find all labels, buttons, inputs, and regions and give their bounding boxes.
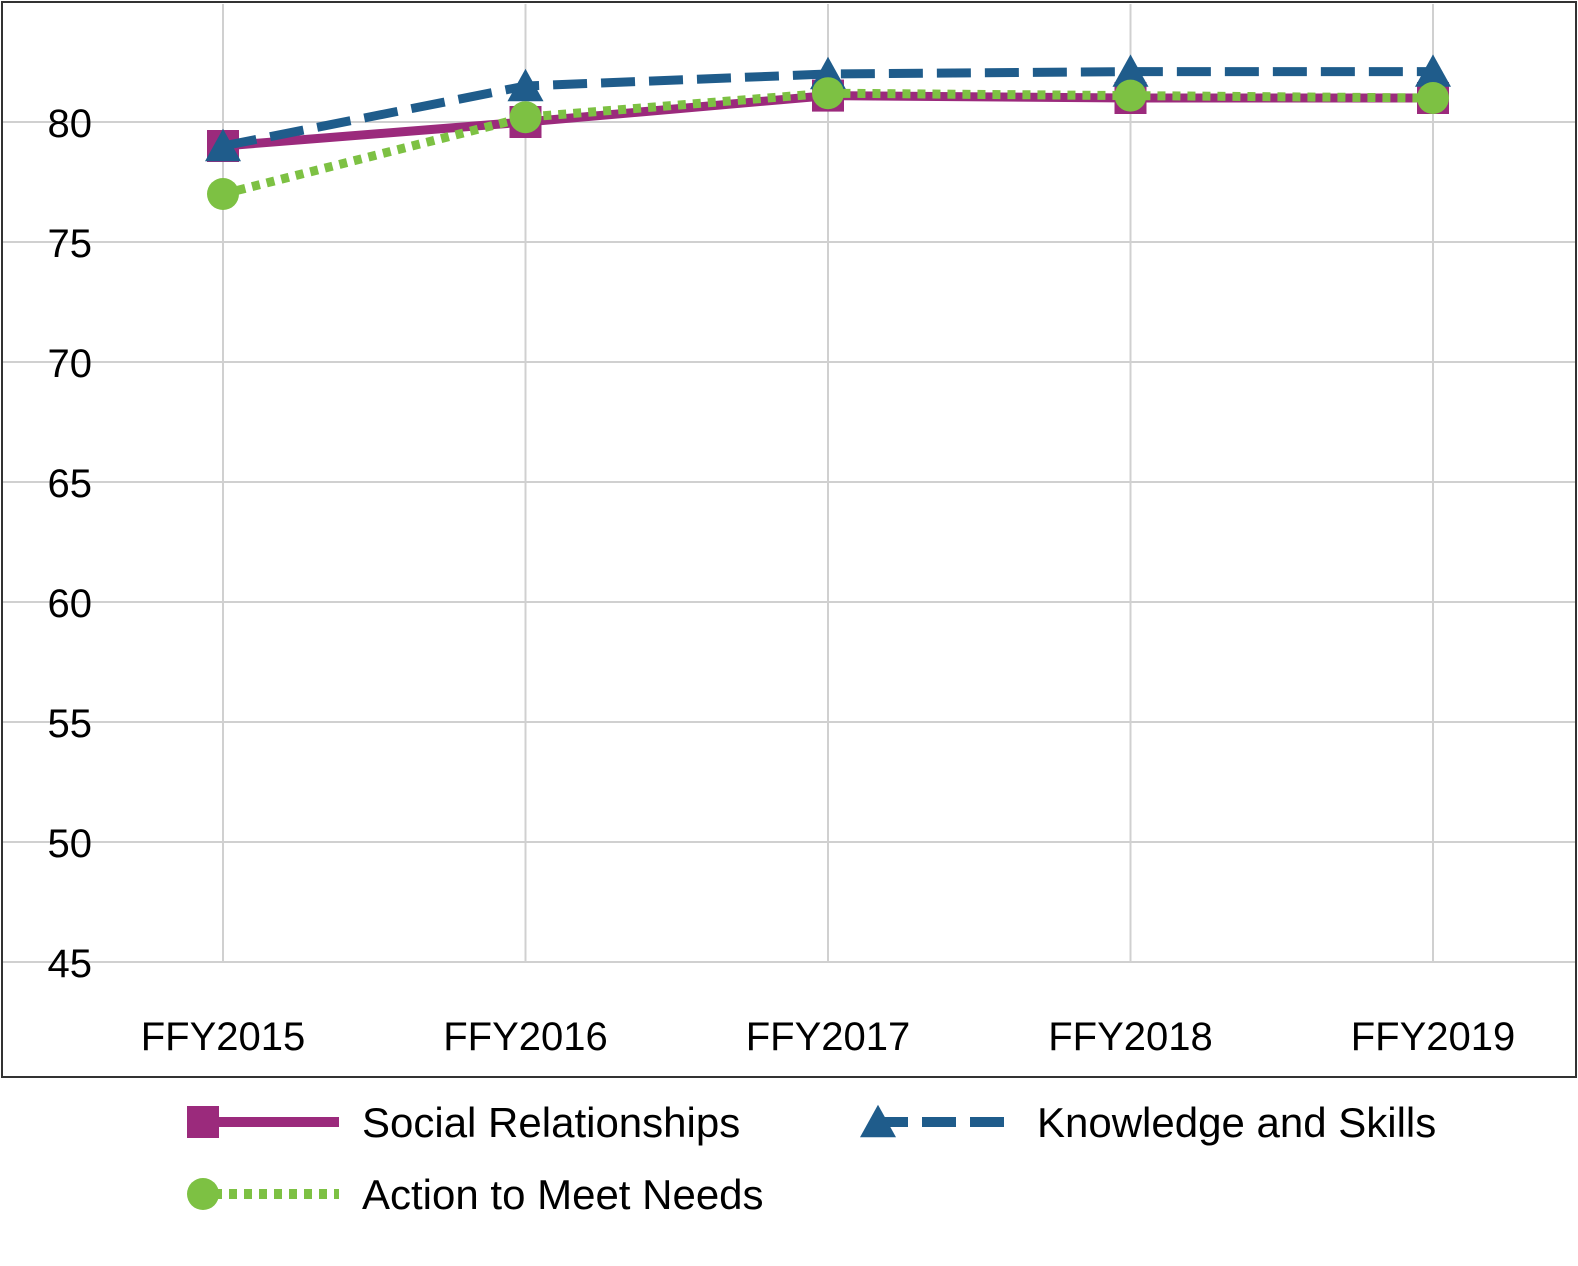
y-tick-label: 80: [48, 102, 93, 146]
axis-labels: 45 50 55 60 65 70 75 80 FFY2015 FFY2016 FFY2017 FFY…: [48, 102, 1516, 1059]
x-tick-label: FFY2019: [1351, 1015, 1516, 1059]
y-tick-label: 55: [48, 702, 93, 746]
y-tick-label: 45: [48, 942, 93, 986]
data-point: [207, 178, 239, 210]
series-lines: [205, 54, 1451, 210]
y-tick-label: 65: [48, 462, 93, 506]
legend: Social Relationships Knowledge and Skills…: [187, 1099, 1436, 1218]
data-point: [1415, 54, 1451, 87]
y-tick-label: 70: [48, 342, 93, 386]
y-tick-label: 50: [48, 822, 93, 866]
data-point: [205, 128, 241, 162]
y-tick-label: 60: [48, 582, 93, 626]
y-tick-label: 75: [48, 222, 93, 266]
legend-marker: [860, 1104, 896, 1138]
x-tick-label: FFY2018: [1048, 1015, 1213, 1059]
data-point: [507, 68, 544, 102]
grid-lines: [3, 4, 1575, 963]
legend-label: Knowledge and Skills: [1037, 1099, 1436, 1146]
x-tick-label: FFY2017: [746, 1015, 911, 1059]
legend-item: Knowledge and Skills: [860, 1099, 1436, 1146]
x-tick-label: FFY2015: [141, 1015, 306, 1059]
legend-marker: [187, 1106, 219, 1138]
legend-label: Social Relationships: [362, 1099, 740, 1146]
data-point: [812, 77, 844, 110]
data-point: [1112, 54, 1149, 87]
legend-item: Social Relationships: [187, 1099, 740, 1146]
data-point: [1417, 82, 1449, 114]
legend-marker: [187, 1178, 219, 1210]
plot-frame: [1, 1, 1577, 1078]
data-point: [509, 101, 542, 134]
series-line: [222, 67, 1433, 151]
series-action-to-meet-needs: [207, 77, 1449, 210]
legend-item: Action to Meet Needs: [187, 1171, 764, 1218]
legend-label: Action to Meet Needs: [362, 1171, 764, 1218]
data-point: [1114, 79, 1147, 112]
x-tick-label: FFY2016: [443, 1015, 608, 1059]
